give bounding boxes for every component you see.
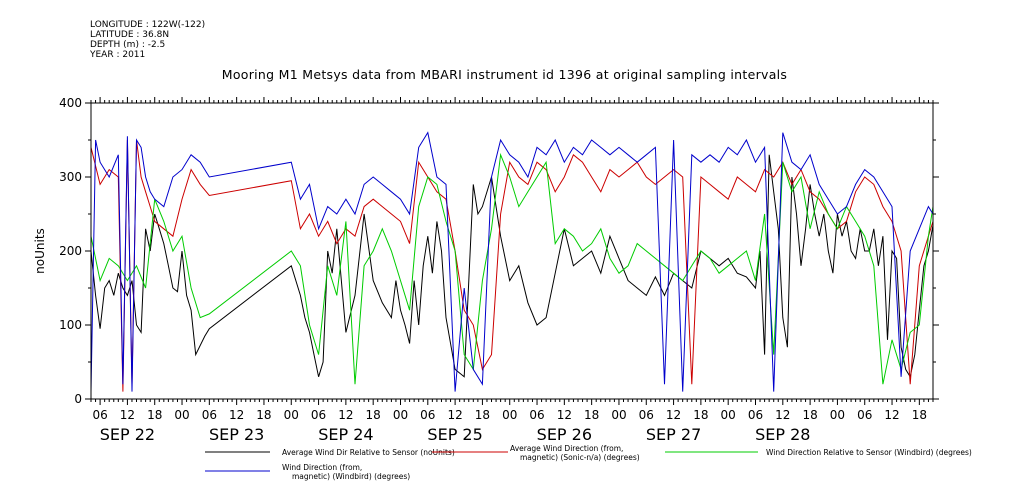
y-tick-label: 400 bbox=[59, 96, 82, 110]
x-day-label: SEP 25 bbox=[427, 425, 482, 444]
x-tick-label: 06 bbox=[202, 408, 217, 422]
legend-label-2: Average Wind Direction (from, bbox=[510, 444, 623, 453]
x-tick-label: 00 bbox=[611, 408, 626, 422]
series-line-3 bbox=[90, 152, 934, 385]
series-line-1 bbox=[90, 154, 934, 379]
x-tick-label: 18 bbox=[475, 408, 490, 422]
y-tick-label: 100 bbox=[59, 318, 82, 332]
meta-line: YEAR : 2011 bbox=[90, 50, 146, 60]
metadata-block: LONGITUDE : 122W(-122) LATITUDE : 36.8N … bbox=[90, 20, 205, 60]
x-day-label: SEP 28 bbox=[755, 425, 810, 444]
x-tick-label: 12 bbox=[666, 408, 681, 422]
x-tick-label: 18 bbox=[366, 408, 381, 422]
x-tick-label: 12 bbox=[120, 408, 135, 422]
legend-label-4: magnetic) (Windbird) (degrees) bbox=[292, 472, 410, 481]
x-tick-label: 18 bbox=[584, 408, 599, 422]
x-tick-label: 06 bbox=[639, 408, 654, 422]
chart-title: Mooring M1 Metsys data from MBARI instru… bbox=[221, 67, 788, 82]
series-line-2 bbox=[90, 139, 934, 392]
y-tick-label: 0 bbox=[74, 392, 82, 406]
x-tick-label: 12 bbox=[447, 408, 462, 422]
y-tick-label: 200 bbox=[59, 244, 82, 258]
x-tick-label: 18 bbox=[802, 408, 817, 422]
legend-label-2: magnetic) (Sonic-n/a) (degrees) bbox=[520, 453, 640, 462]
x-tick-label: 06 bbox=[529, 408, 544, 422]
x-tick-label: 00 bbox=[393, 408, 408, 422]
plot-frame bbox=[90, 102, 934, 400]
meta-line: LATITUDE : 36.8N bbox=[90, 30, 170, 40]
x-tick-label: 18 bbox=[912, 408, 927, 422]
x-tick-label: 06 bbox=[748, 408, 763, 422]
x-day-label: SEP 27 bbox=[646, 425, 701, 444]
x-tick-label: 00 bbox=[721, 408, 736, 422]
x-day-label: SEP 22 bbox=[100, 425, 155, 444]
legend-label-1: Average Wind Dir Relative to Sensor (noU… bbox=[282, 448, 455, 457]
x-tick-label: 06 bbox=[92, 408, 107, 422]
meta-line: DEPTH (m) : -2.5 bbox=[90, 40, 166, 50]
x-tick-label: 18 bbox=[147, 408, 162, 422]
series-line-4 bbox=[90, 131, 934, 392]
x-tick-label: 06 bbox=[311, 408, 326, 422]
x-tick-label: 00 bbox=[830, 408, 845, 422]
x-tick-label: 12 bbox=[884, 408, 899, 422]
x-tick-label: 12 bbox=[775, 408, 790, 422]
x-tick-label: 00 bbox=[284, 408, 299, 422]
x-tick-label: 12 bbox=[338, 408, 353, 422]
x-day-label: SEP 26 bbox=[537, 425, 592, 444]
x-day-label: SEP 23 bbox=[209, 425, 264, 444]
x-tick-label: 00 bbox=[502, 408, 517, 422]
y-axis-label: noUnits bbox=[33, 228, 47, 274]
x-day-label: SEP 24 bbox=[318, 425, 373, 444]
meta-line: LONGITUDE : 122W(-122) bbox=[90, 20, 206, 30]
x-tick-label: 18 bbox=[256, 408, 271, 422]
x-tick-label: 06 bbox=[420, 408, 435, 422]
x-tick-label: 00 bbox=[174, 408, 189, 422]
x-tick-label: 12 bbox=[229, 408, 244, 422]
legend-label-4: Wind Direction (from, bbox=[282, 463, 362, 472]
x-tick-label: 18 bbox=[693, 408, 708, 422]
x-tick-label: 12 bbox=[557, 408, 572, 422]
x-tick-label: 06 bbox=[857, 408, 872, 422]
y-tick-label: 300 bbox=[59, 170, 82, 184]
legend-label-3: Wind Direction Relative to Sensor (Windb… bbox=[766, 448, 972, 457]
